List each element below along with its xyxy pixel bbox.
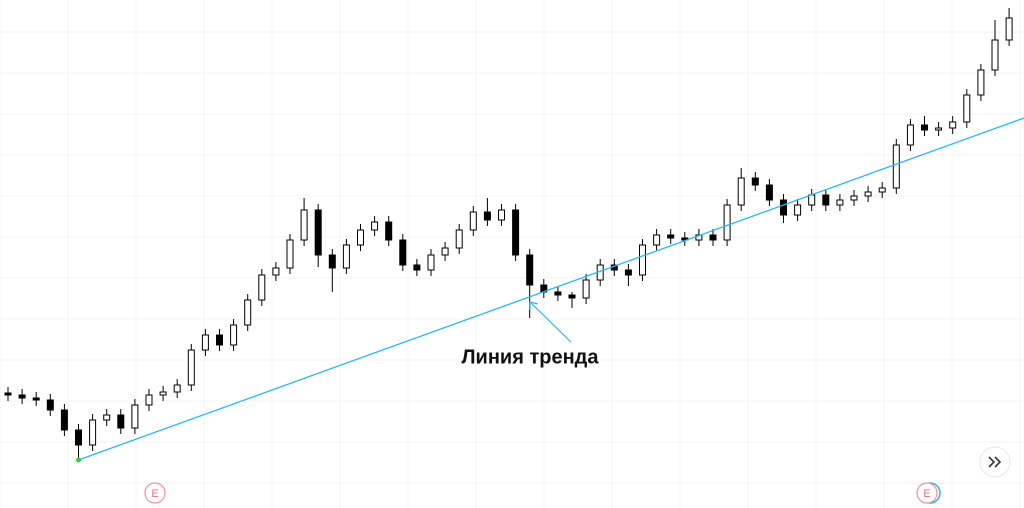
candle-body [653,234,661,246]
candle-body [921,124,928,131]
candle-body [103,414,111,421]
candle-body [342,244,350,269]
candle-body [4,392,12,396]
candle-body [131,404,139,429]
touch-point [76,457,81,463]
candle-body [624,269,632,276]
candle-body [75,429,82,446]
candle-body [427,254,435,271]
annotation-arrow [529,301,572,343]
arrow-head [529,301,539,310]
candle-body [568,294,576,299]
event-label: E [923,488,930,500]
candle-body [201,334,209,351]
candle-body [18,394,26,399]
candle-body [258,274,266,301]
candle-body [441,247,449,256]
event-marker[interactable] [144,482,166,504]
candle-body [512,209,520,256]
candle-body [991,39,999,71]
candle-body [850,195,858,201]
candle-body [145,394,153,406]
candle-body [751,177,759,186]
candle-body [765,184,773,201]
candle-body [60,409,68,431]
candle-body [836,199,844,206]
candle-body [357,229,364,246]
candle-body [173,384,181,393]
annotation: Линия тренда [462,346,600,368]
overlay [76,117,1024,463]
candle-body [1005,17,1013,41]
candle-body [906,124,914,146]
candle-body [399,239,407,266]
event-label: E [151,488,158,500]
candle-body [89,419,97,446]
candle-body [314,209,322,256]
candle-body [582,279,590,299]
candle-body [371,221,379,231]
candle-body [822,194,830,206]
candle-body [864,191,872,197]
candle-body [808,194,816,206]
candle-body [554,291,562,296]
candle-body [46,399,54,411]
candle-body [526,254,534,286]
candle-body [230,324,238,346]
candle-body [216,334,223,346]
candle-body [469,211,477,231]
candle-body [32,397,40,401]
event-marker[interactable] [916,482,938,504]
trend-line [78,117,1024,461]
candle-body [949,121,957,129]
button-icon [988,456,1002,468]
candle-body [639,244,646,276]
scroll-button[interactable] [979,446,1011,478]
candle-body [935,127,943,131]
candle-body [455,229,463,249]
candle-body [483,211,491,221]
candle-body [963,94,971,123]
candle-body [187,349,195,386]
candles [4,8,1013,460]
candle-body [244,299,252,326]
candle-body [272,267,280,276]
candle-body [385,221,393,241]
candle-body [780,199,787,216]
candle-body [498,209,505,221]
candle-body [117,414,125,429]
candle-body [723,204,731,241]
candle-body [300,209,308,241]
candle-body [286,239,294,269]
candle-body [709,234,717,241]
candle-body [413,264,421,271]
candle-body [159,391,167,396]
candle-body [328,254,336,269]
candle-body [878,187,886,193]
candle-body [977,69,985,96]
candle-body [892,144,900,189]
candle-body [737,177,745,206]
candle-body [794,204,802,216]
candle-body [667,234,675,239]
